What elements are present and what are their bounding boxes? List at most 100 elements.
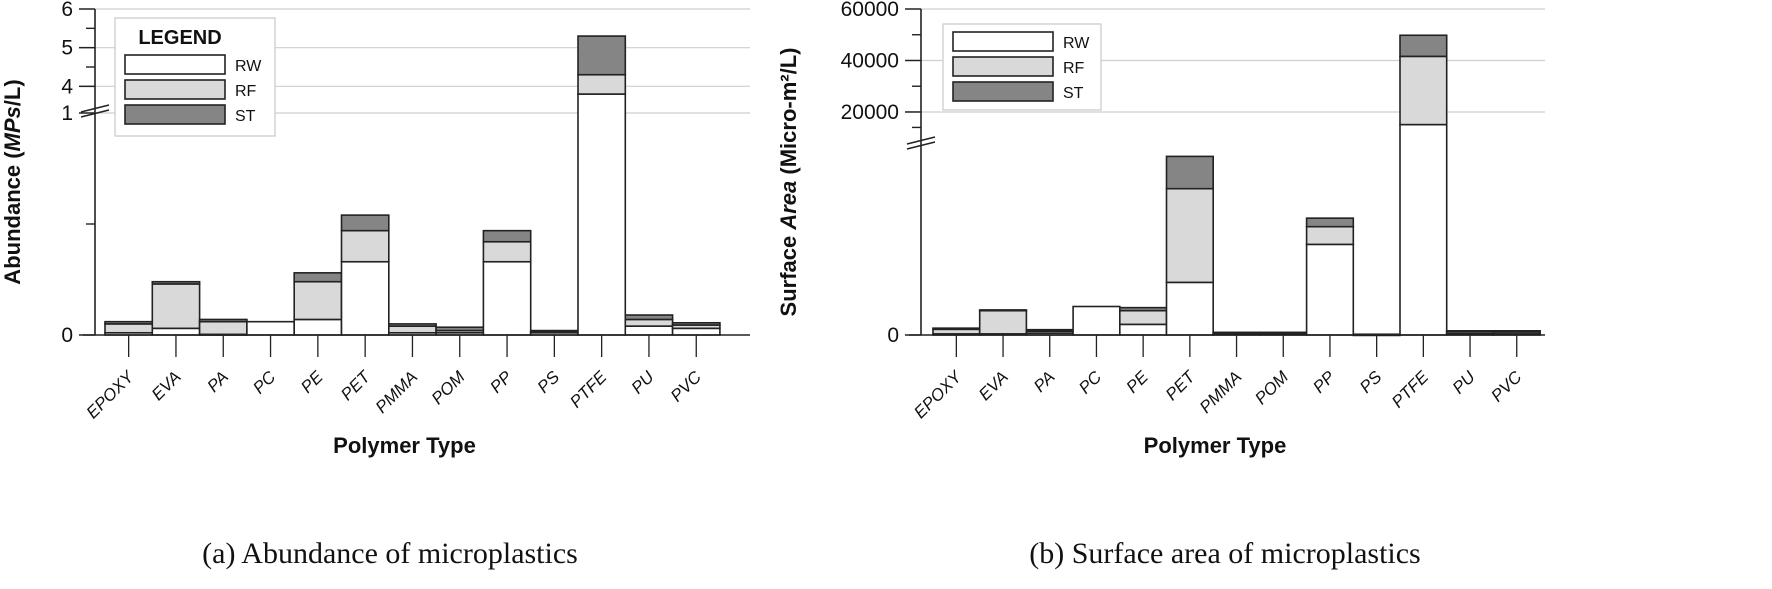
legend-label: RW bbox=[1063, 35, 1090, 52]
bar-segment-pu-rf bbox=[624, 318, 674, 327]
y-axis-title-part: /L) bbox=[0, 79, 25, 106]
x-tick-label: PMMA bbox=[372, 367, 421, 416]
x-tick-label: EPOXY bbox=[83, 366, 139, 422]
y-axis-title-part: Surface bbox=[776, 230, 801, 317]
bar-segment-pet-st bbox=[1165, 155, 1215, 190]
x-tick-label: PC bbox=[249, 367, 280, 398]
legend-label: ST bbox=[235, 108, 256, 125]
y-tick-label: 0 bbox=[887, 324, 899, 347]
bar-segment-pe-rf bbox=[1119, 309, 1168, 326]
axis-break-mark bbox=[80, 104, 110, 113]
legend-title: LEGEND bbox=[138, 27, 221, 49]
bar-segment-ps-st bbox=[529, 329, 579, 333]
bar-segment-pp-rf bbox=[1305, 225, 1355, 246]
bar-segment-pa-rf bbox=[198, 320, 248, 336]
bar-segment-pet-rf bbox=[340, 229, 390, 263]
bar-segment-pmma-rf bbox=[387, 325, 437, 334]
bar-segment-pc-rw bbox=[1072, 305, 1121, 336]
y-tick-label: 20000 bbox=[841, 101, 899, 124]
y-tick-label: 60000 bbox=[841, 0, 899, 21]
x-tick-label: EVA bbox=[148, 367, 185, 404]
bar-segment-pmma-st bbox=[1212, 331, 1261, 334]
bar-segment-pvc-rw bbox=[671, 327, 721, 336]
bar-segment-eva-rw bbox=[151, 327, 201, 336]
bar-segment-eva-st bbox=[151, 280, 201, 285]
bar-segment-pe-st bbox=[1119, 306, 1168, 312]
legend-label: ST bbox=[1063, 85, 1084, 102]
x-tick-label: PET bbox=[337, 366, 375, 404]
y-axis-title-italic: MPs bbox=[0, 106, 25, 151]
x-tick-label: PET bbox=[1162, 366, 1200, 404]
bar-segment-ptfe-st bbox=[1399, 34, 1448, 58]
bar-segment-pp-rw bbox=[1305, 243, 1355, 336]
legend: RW RF ST bbox=[942, 23, 1102, 111]
y-axis-title: Surface Area (Micro-m²/L) bbox=[776, 48, 801, 317]
bar-segment-pu-rw bbox=[624, 325, 674, 336]
legend-swatch-st bbox=[124, 104, 226, 125]
y-tick-label: 5 bbox=[61, 37, 73, 60]
bar-segment-pet-st bbox=[340, 214, 390, 232]
bar-segment-pet-rw bbox=[1165, 281, 1215, 336]
x-tick-label: POM bbox=[1251, 367, 1292, 408]
x-tick-label: EVA bbox=[975, 367, 1012, 404]
axis-break-mark bbox=[906, 136, 936, 145]
x-tick-label: PE bbox=[1123, 367, 1153, 397]
bar-segment-pet-rf bbox=[1165, 187, 1215, 284]
bar-segment-epoxy-st bbox=[104, 320, 154, 325]
bar-segment-eva-rf bbox=[978, 309, 1028, 335]
x-tick-label: PMMA bbox=[1196, 367, 1245, 416]
x-tick-label: PVC bbox=[1487, 367, 1526, 406]
bar-segment-epoxy-rf bbox=[104, 323, 154, 334]
bar-segment-epoxy-st bbox=[932, 327, 981, 331]
bar-segment-pp-st bbox=[482, 229, 532, 243]
x-tick-label: PTFE bbox=[1388, 367, 1433, 412]
legend-swatch-rf bbox=[952, 56, 1054, 77]
bar-segment-pvc-st bbox=[1492, 330, 1541, 333]
legend-swatch-st bbox=[952, 81, 1054, 102]
legend-label: RW bbox=[235, 58, 262, 75]
bar-segment-pom-st bbox=[435, 326, 485, 332]
x-tick-label: PA bbox=[203, 367, 232, 396]
bar-segment-pp-st bbox=[1305, 217, 1355, 228]
bar-segment-pom-st bbox=[1259, 331, 1308, 334]
bar-segment-pmma-st bbox=[387, 323, 437, 327]
bar-segment-ptfe-rw bbox=[577, 93, 627, 336]
legend-label: RF bbox=[235, 83, 257, 100]
x-tick-label: PU bbox=[628, 367, 659, 398]
x-tick-label: PTFE bbox=[566, 367, 611, 412]
x-tick-label: PU bbox=[1449, 367, 1480, 398]
x-tick-label: PP bbox=[1309, 367, 1339, 397]
figure-caption: (b) Surface area of microplastics bbox=[1029, 537, 1420, 570]
y-tick-label: 0 bbox=[61, 324, 73, 347]
y-tick-label: 40000 bbox=[841, 49, 899, 72]
y-tick-label: 1 bbox=[61, 102, 73, 125]
bar-segment-pp-rw bbox=[482, 260, 532, 336]
bar-segment-eva-rf bbox=[151, 283, 201, 330]
x-tick-label: PA bbox=[1030, 367, 1059, 396]
bar-segment-pe-rf bbox=[293, 280, 343, 321]
bar-segment-eva-st bbox=[978, 309, 1028, 312]
legend-swatch-rw bbox=[952, 31, 1054, 52]
bar-segment-pu-st bbox=[624, 314, 674, 321]
figure-caption: (a) Abundance of microplastics bbox=[202, 537, 578, 570]
y-tick-label: 4 bbox=[61, 75, 73, 98]
x-axis-title: Polymer Type bbox=[1144, 433, 1287, 458]
bar-segment-ptfe-rf bbox=[1399, 55, 1448, 126]
axis-break-mark bbox=[906, 141, 936, 150]
x-tick-label: PE bbox=[297, 367, 327, 397]
bar-segment-pc-rw bbox=[246, 320, 295, 336]
bar-segment-ptfe-rw bbox=[1399, 123, 1448, 336]
legend-swatch-rf bbox=[124, 79, 226, 100]
bar-segment-pu-st bbox=[1445, 330, 1495, 333]
x-tick-label: PVC bbox=[667, 367, 706, 406]
y-axis-title: Abundance (MPs/L) bbox=[0, 79, 25, 284]
x-tick-label: PS bbox=[1356, 367, 1386, 397]
y-axis-title-italic: Area bbox=[776, 181, 801, 231]
y-tick-label: 6 bbox=[61, 0, 73, 21]
x-tick-label: PS bbox=[534, 367, 564, 397]
x-tick-label: PP bbox=[486, 367, 516, 397]
bar-segment-pvc-st bbox=[671, 321, 721, 326]
